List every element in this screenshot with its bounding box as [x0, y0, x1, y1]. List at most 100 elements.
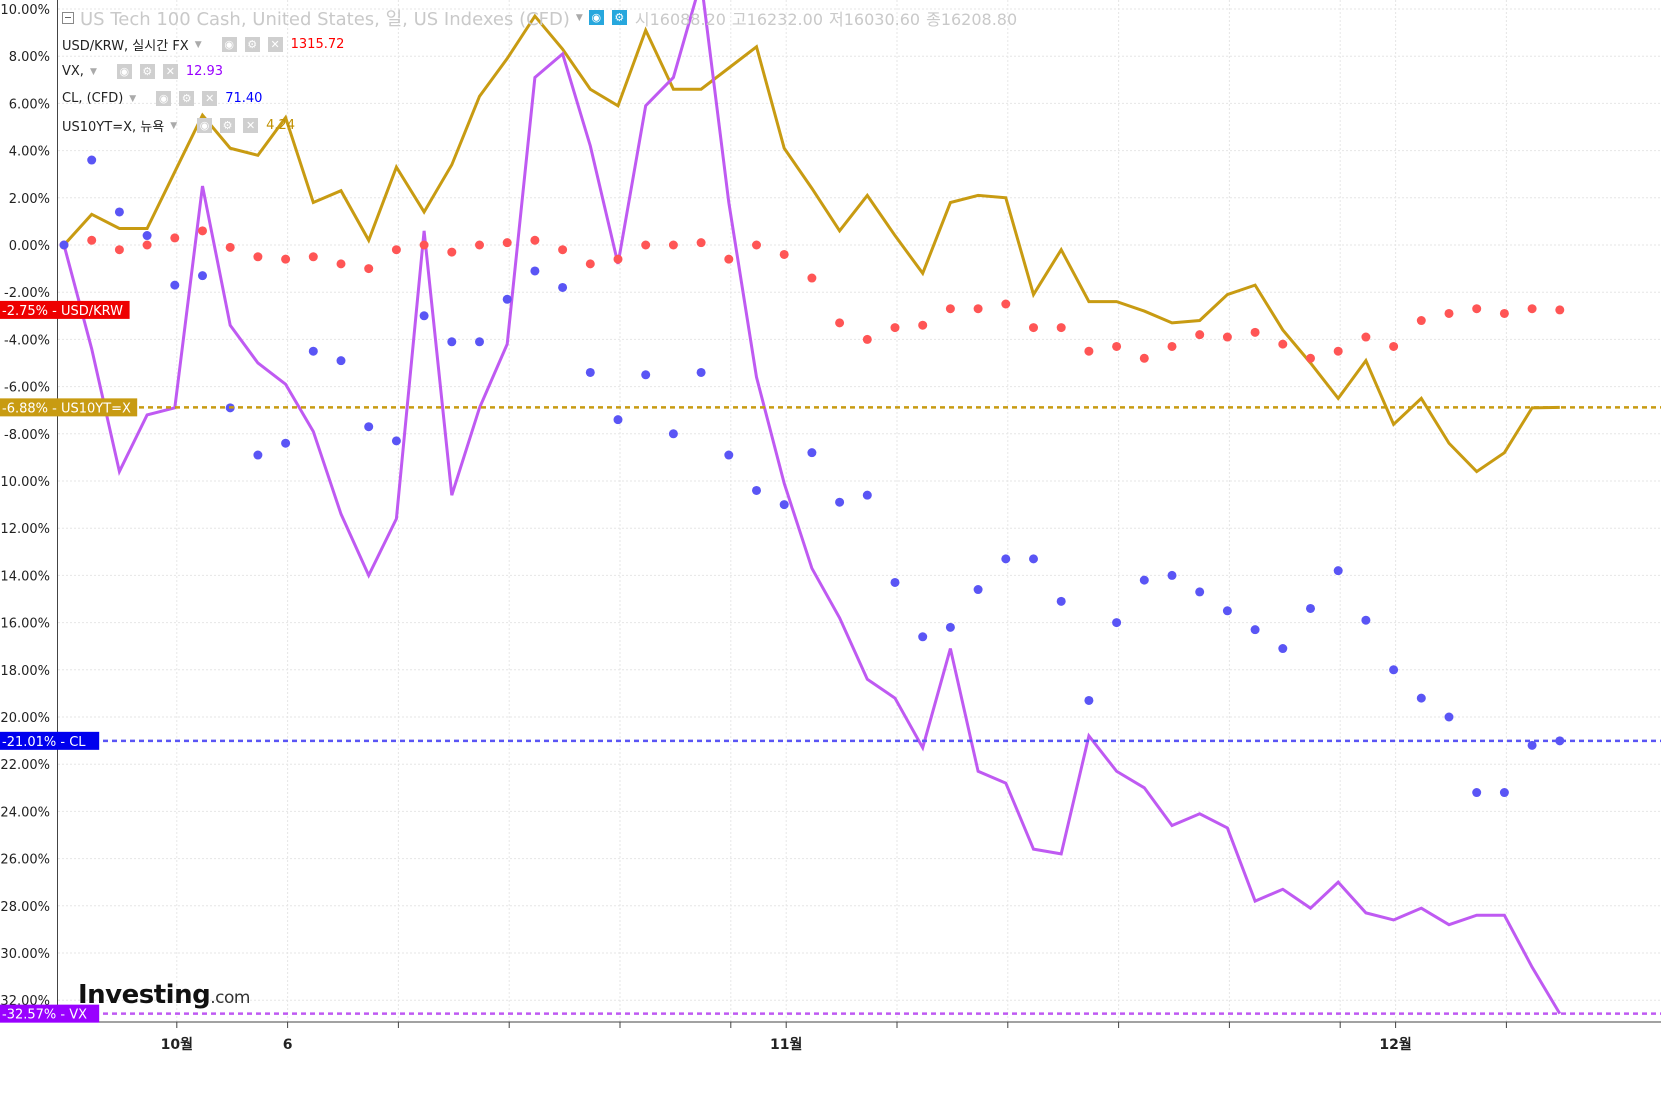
point-usd-krw [1167, 341, 1177, 351]
point-cl [1416, 693, 1426, 703]
logo-brand: Investing [78, 980, 211, 1010]
point-usd-krw [198, 226, 207, 236]
y-tick-label: -10.00% [0, 475, 50, 490]
point-cl [1472, 788, 1482, 798]
point-cl [945, 622, 955, 632]
legend-row-cl: CL, (CFD) ▼ ◉ ⚙ ✕ 71.40 [62, 85, 1017, 112]
visibility-icon[interactable]: ◉ [221, 37, 237, 52]
y-tick-label: -12.00% [0, 522, 50, 537]
point-cl [87, 155, 97, 165]
legend-row-us10yt: US10YT=X, 뉴욕 ▼ ◉ ⚙ ✕ 4.24 [62, 112, 1017, 139]
y-tick-label: -18.00% [0, 664, 50, 679]
point-cl [1222, 606, 1232, 616]
point-cl [585, 367, 595, 377]
visibility-icon[interactable]: ◉ [116, 64, 132, 79]
collapse-icon[interactable] [62, 11, 74, 24]
chevron-down-icon[interactable]: ▼ [89, 66, 97, 77]
point-cl [1250, 625, 1260, 635]
point-usd-krw [502, 238, 512, 248]
visibility-icon[interactable]: ◉ [588, 10, 604, 25]
point-cl [198, 271, 207, 281]
y-tick-label: -26.00% [0, 853, 50, 868]
close-icon[interactable]: ✕ [202, 91, 218, 106]
point-usd-krw [668, 240, 678, 250]
point-cl [890, 577, 900, 587]
point-usd-krw [613, 254, 623, 264]
point-usd-krw [1056, 323, 1066, 333]
legend-row-vx: VX, ▼ ◉ ⚙ ✕ 12.93 [62, 58, 1017, 85]
logo-suffix: .com [210, 988, 250, 1008]
investing-logo[interactable]: Investing.com [78, 980, 250, 1010]
point-cl [807, 448, 817, 458]
chevron-down-icon[interactable]: ▼ [194, 39, 202, 50]
price-tag-cl: -21.01% - CL [0, 731, 100, 750]
gear-icon[interactable]: ⚙ [179, 91, 195, 106]
chevron-down-icon[interactable]: ▼ [170, 120, 178, 131]
y-tick-label: 6.00% [9, 97, 50, 112]
point-cl [1084, 695, 1094, 705]
price-tag-us10yt-x-bg [0, 398, 138, 417]
gear-icon[interactable]: ⚙ [611, 10, 627, 25]
gear-icon[interactable]: ⚙ [220, 118, 236, 133]
point-usd-krw [1112, 341, 1122, 351]
point-cl [170, 280, 180, 290]
point-cl [59, 240, 69, 250]
point-usd-krw [1499, 308, 1509, 318]
y-tick-label: -16.00% [0, 617, 50, 632]
x-tick-label: 11월 [770, 1036, 802, 1053]
main-symbol-row: US Tech 100 Cash, United States, 일, US I… [62, 4, 1017, 31]
ohlc-open: 시16088.20 [635, 6, 726, 30]
point-cl [1167, 570, 1177, 580]
ohlc-high-label: 고 [731, 9, 747, 29]
visibility-icon[interactable]: ◉ [156, 91, 172, 106]
x-tick-label: 10월 [161, 1036, 193, 1053]
series-layer [59, 0, 1565, 1015]
gear-icon[interactable]: ⚙ [139, 64, 155, 79]
point-cl [475, 337, 484, 347]
point-usd-krw [1389, 341, 1399, 351]
y-tick-label: -8.00% [4, 428, 50, 443]
legend-value-vx: 12.93 [185, 64, 224, 79]
point-cl [253, 450, 263, 460]
close-icon[interactable]: ✕ [162, 64, 178, 79]
close-icon[interactable]: ✕ [267, 37, 283, 52]
point-usd-krw [1001, 299, 1011, 309]
point-usd-krw [585, 259, 595, 269]
y-tick-label: -14.00% [0, 569, 50, 584]
series-line-us10yt-x [62, 13, 1560, 474]
close-icon[interactable]: ✕ [243, 118, 259, 133]
y-tick-label: -4.00% [4, 333, 50, 348]
y-tick-label: -28.00% [0, 900, 50, 915]
point-usd-krw [281, 254, 291, 264]
gear-icon[interactable]: ⚙ [244, 37, 260, 52]
chevron-down-icon[interactable]: ▼ [575, 12, 583, 23]
visibility-icon[interactable]: ◉ [197, 118, 213, 133]
point-cl [114, 207, 124, 217]
point-cl [558, 282, 568, 292]
grid-layer [58, 0, 1661, 1022]
point-cl [918, 632, 928, 642]
x-axis: 10월 6 11월 12월 [58, 1021, 1661, 1053]
price-tag-usd-krw-bg [0, 300, 130, 319]
chevron-down-icon[interactable]: ▼ [129, 93, 137, 104]
point-cl [779, 500, 789, 510]
point-cl [973, 585, 983, 595]
point-usd-krw [1472, 304, 1482, 314]
ohlc-open-label: 시 [634, 9, 650, 29]
y-tick-label: 4.00% [9, 145, 50, 160]
point-usd-krw [114, 245, 124, 255]
point-cl [752, 485, 761, 495]
y-tick-label: -20.00% [0, 711, 50, 726]
x-tick-label: 6 [283, 1037, 293, 1053]
point-usd-krw [364, 264, 374, 274]
point-cl [419, 311, 429, 321]
point-usd-krw [391, 245, 401, 255]
point-cl [447, 337, 457, 347]
y-tick-label: 2.00% [9, 192, 50, 207]
point-cl [1333, 566, 1343, 576]
point-usd-krw [1361, 332, 1371, 342]
point-usd-krw [1139, 353, 1149, 363]
point-cl [668, 429, 678, 439]
point-cl [364, 422, 374, 432]
